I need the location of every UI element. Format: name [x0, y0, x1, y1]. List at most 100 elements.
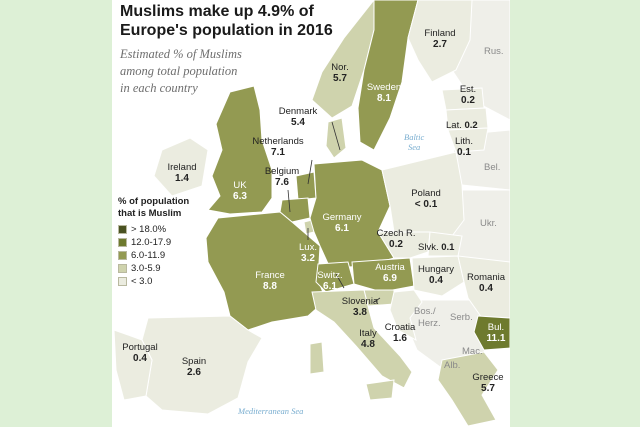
- country-name: Belgium: [264, 166, 300, 177]
- neighbor-herz: Herz.: [418, 318, 441, 329]
- legend-label: > 18.0%: [131, 224, 167, 235]
- country-name: Greece: [472, 372, 504, 383]
- legend-label: 12.0-17.9: [131, 237, 172, 248]
- country-name: Italy: [359, 328, 377, 339]
- country-name: Lat.: [446, 120, 462, 131]
- country-value: 0.2: [461, 95, 475, 106]
- country-value: 0.4: [429, 275, 443, 286]
- country-name: Slovenia: [341, 296, 379, 307]
- label-latvia: Lat. 0.2: [446, 120, 478, 131]
- czech-shape: [377, 231, 431, 259]
- country-name: Denmark: [278, 106, 318, 117]
- country-value: 0.2: [464, 120, 478, 131]
- subtitle-line-3: in each country: [120, 81, 198, 95]
- label-netherlands: Netherlands 7.1: [252, 136, 303, 158]
- country-value: 7.1: [271, 147, 285, 158]
- label-croatia: Croatia 1.6: [385, 322, 416, 344]
- leader-denmark: [331, 121, 341, 151]
- neighbor-macedonia: Mac.: [462, 346, 483, 357]
- legend-item: 3.0-5.9: [118, 262, 228, 275]
- label-slovenia: Slovenia 3.8: [342, 296, 378, 318]
- country-name: Hungary: [418, 264, 454, 275]
- country-name: Germany: [322, 212, 362, 223]
- label-italy: Italy 4.8: [359, 328, 376, 350]
- label-bulgaria: Bul. 11.1: [487, 322, 506, 344]
- label-czech: Czech R. 0.2: [376, 228, 415, 250]
- label-norway: Nor. 5.7: [331, 62, 348, 84]
- neighbor-serbia: Serb.: [450, 312, 473, 323]
- sardinia-shape: [309, 341, 325, 375]
- country-value: 6.1: [335, 223, 349, 234]
- legend-swatch: [118, 264, 127, 273]
- poland-shape: [381, 151, 465, 237]
- neighbor-bosnia: Bos./: [414, 306, 436, 317]
- belgium-shape: [279, 197, 311, 223]
- leader-netherlands: [307, 159, 313, 185]
- label-ireland: Ireland 1.4: [167, 162, 196, 184]
- sicily-shape: [365, 379, 395, 401]
- country-value: 8.1: [377, 93, 391, 104]
- country-name: Slvk.: [418, 242, 439, 253]
- baltic-sea-label: Baltic Sea: [404, 132, 424, 152]
- country-value: 6.1: [323, 281, 337, 292]
- country-name: Austria: [375, 262, 405, 273]
- country-value: 5.4: [291, 117, 305, 128]
- legend-label: 3.0-5.9: [131, 263, 161, 274]
- baltic-line-2: Sea: [408, 142, 421, 152]
- country-value: 4.8: [361, 339, 375, 350]
- label-hungary: Hungary 0.4: [418, 264, 454, 286]
- leader-switzerland: [335, 273, 345, 289]
- subtitle-line-1: Estimated % of Muslims: [120, 47, 242, 61]
- country-name: Lith.: [455, 136, 473, 147]
- legend-title-line-2: that is Muslim: [118, 208, 182, 219]
- country-name: UK: [233, 180, 247, 191]
- neighbor-ukraine: Ukr.: [480, 218, 497, 229]
- country-name: Finland: [424, 28, 456, 39]
- country-name: Lux.: [299, 242, 317, 253]
- ireland-shape: [153, 137, 209, 197]
- country-value: 2.7: [433, 39, 447, 50]
- uk-shape: [207, 85, 273, 215]
- country-name: Poland: [411, 188, 441, 199]
- legend: % of population that is Muslim > 18.0% 1…: [118, 196, 228, 288]
- lithuania-shape: [447, 127, 489, 153]
- hungary-shape: [411, 255, 465, 297]
- country-name: Nor.: [331, 62, 349, 73]
- country-value: 0.4: [479, 283, 493, 294]
- denmark-shape: [325, 117, 347, 159]
- neighbor-albania: Alb.: [444, 360, 461, 371]
- switzerland-shape: [315, 261, 355, 293]
- label-switzerland: Switz. 6.1: [317, 270, 342, 292]
- label-spain: Spain 2.6: [182, 356, 206, 378]
- country-value: 0.4: [133, 353, 147, 364]
- label-luxembourg: Lux. 3.2: [299, 242, 317, 264]
- chart-title: Muslims make up 4.9% of Europe's populat…: [120, 2, 370, 40]
- country-value: 11.1: [486, 333, 506, 344]
- country-value: 1.6: [393, 333, 407, 344]
- label-finland: Finland 2.7: [424, 28, 455, 50]
- legend-item: > 18.0%: [118, 223, 228, 236]
- country-name: Portugal: [122, 342, 158, 353]
- leader-slovenia: [373, 297, 381, 303]
- country-value: 0.1: [457, 147, 471, 158]
- legend-item: 12.0-17.9: [118, 236, 228, 249]
- label-estonia: Est. 0.2: [460, 84, 476, 106]
- country-name: France: [255, 270, 285, 281]
- country-name: Est.: [459, 84, 477, 95]
- portugal-shape: [113, 329, 153, 401]
- bulgaria-shape: [473, 315, 510, 351]
- country-name: Sweden: [366, 82, 402, 93]
- map-panel: Muslims make up 4.9% of Europe's populat…: [112, 0, 510, 427]
- austria-shape: [351, 257, 415, 293]
- label-france: France 8.8: [255, 270, 285, 292]
- country-value: 7.6: [275, 177, 289, 188]
- label-poland: Poland < 0.1: [411, 188, 441, 210]
- label-germany: Germany 6.1: [322, 212, 361, 234]
- country-value: 5.7: [481, 383, 495, 394]
- legend-swatch: [118, 225, 127, 234]
- neighbor-belarus: Bel.: [484, 162, 501, 173]
- country-value: 8.8: [263, 281, 277, 292]
- legend-swatch: [118, 238, 127, 247]
- europe-map: [113, 0, 510, 427]
